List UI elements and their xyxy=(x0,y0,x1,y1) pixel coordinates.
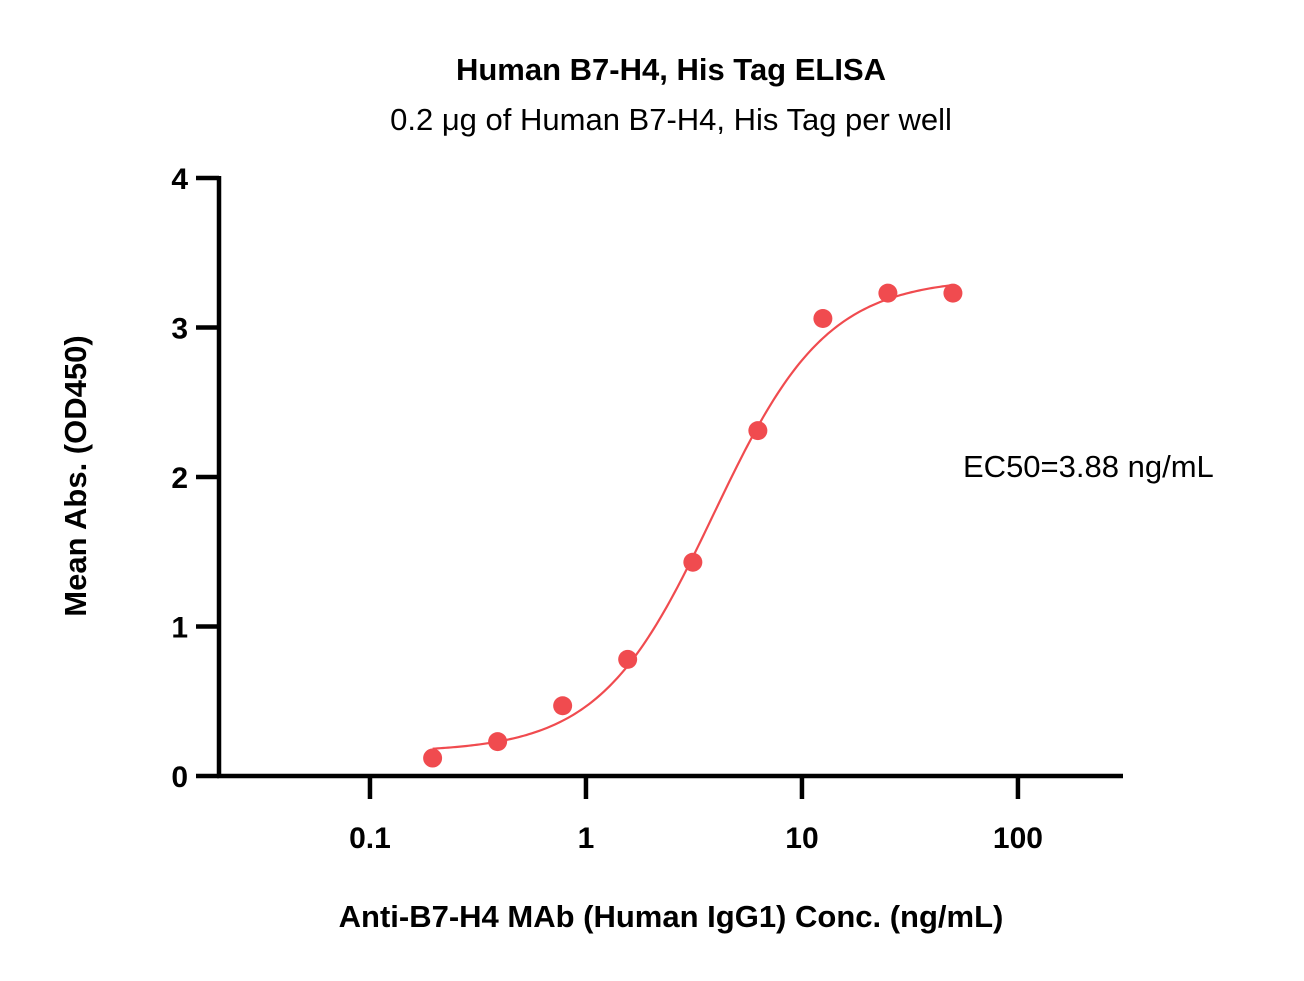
x-tick-label: 1 xyxy=(578,822,595,855)
data-point xyxy=(748,421,768,441)
y-tick-label: 2 xyxy=(171,462,188,495)
x-tick-label: 10 xyxy=(785,822,818,855)
data-point xyxy=(423,748,443,768)
data-point xyxy=(878,283,898,303)
plot-area xyxy=(423,283,963,768)
y-axis-ticks: 0 1 2 3 4 xyxy=(171,163,219,794)
ec50-annotation: EC50=3.88 ng/mL xyxy=(963,449,1214,484)
y-tick-label: 0 xyxy=(171,761,188,794)
x-axis-label: Anti-B7-H4 MAb (Human IgG1) Conc. (ng/mL… xyxy=(339,899,1004,934)
data-point xyxy=(618,649,638,669)
y-axis-label: Mean Abs. (OD450) xyxy=(58,335,93,616)
data-point xyxy=(683,552,703,572)
y-tick-label: 1 xyxy=(171,612,188,645)
data-point xyxy=(553,696,573,716)
x-axis-ticks: 0.1 1 10 100 xyxy=(349,776,1043,855)
chart-title: Human B7-H4, His Tag ELISA xyxy=(456,52,886,87)
fit-curve xyxy=(432,283,954,750)
x-tick-label: 0.1 xyxy=(349,822,391,855)
data-point xyxy=(813,309,833,329)
y-tick-label: 3 xyxy=(171,313,188,346)
y-tick-label: 4 xyxy=(171,163,188,196)
data-point xyxy=(943,283,963,303)
chart-subtitle: 0.2 μg of Human B7-H4, His Tag per well xyxy=(390,102,952,137)
x-tick-label: 100 xyxy=(993,822,1043,855)
data-point xyxy=(488,732,508,752)
